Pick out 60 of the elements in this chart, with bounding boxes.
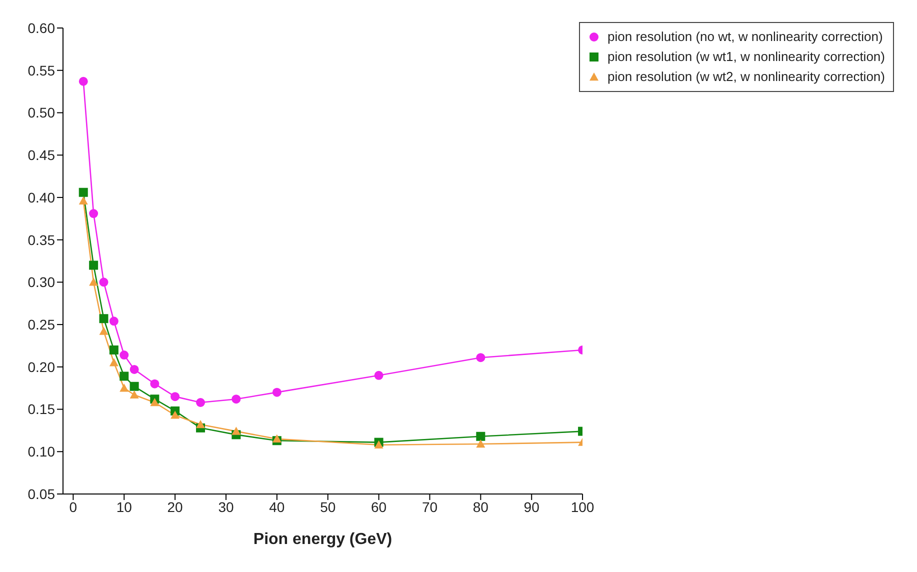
point [150,398,160,406]
point [476,440,486,448]
point [374,440,384,448]
y-tick-label: 0.35 [28,232,56,248]
y-tick-label: 0.20 [28,358,56,375]
point [89,278,98,286]
x-tick-label: 80 [472,498,489,515]
point [232,426,241,435]
y-tick-label: 0.15 [28,401,56,418]
point [78,76,88,86]
point [120,384,129,392]
y-tick-label: 0.30 [28,274,56,290]
point [170,410,180,419]
point [170,392,180,402]
legend-label: pion resolution (no wt, w nonlinearity correction) [608,28,883,46]
point [120,372,129,381]
legend-label: pion resolution (w wt2, w nonlinearity correction) [608,68,885,86]
point [374,370,384,380]
point [232,394,241,404]
y-tick-label: 0.60 [28,20,56,36]
x-tick-label: 10 [116,498,132,515]
point [89,260,98,270]
point [130,382,139,391]
point [109,316,118,326]
x-tick-label: 70 [422,498,438,515]
x-tick-label: 40 [269,498,285,515]
point [99,278,108,287]
legend-label: pion resolution (w wt1, w nonlinearity correction) [608,48,885,66]
x-tick-label: 30 [218,498,234,515]
point [78,188,88,197]
point [196,420,206,428]
point [272,434,282,443]
y-tick-label: 0.40 [28,189,56,206]
point [196,398,206,407]
point [109,358,118,366]
y-tick-label: 0.25 [28,316,56,333]
point [150,379,160,388]
y-tick-label: 0.50 [28,104,56,121]
x-tick-label: 20 [167,498,184,515]
x-tick-label: 0 [69,498,78,515]
x-tick-label: 90 [524,498,540,515]
point [272,388,282,397]
point [99,326,108,335]
point [476,432,486,441]
y-tick-label: 0.05 [28,486,56,502]
point [130,364,139,374]
point [99,314,108,324]
x-axis-title: Pion energy (GeV) [253,531,392,548]
x-tick-label: 60 [371,498,387,515]
point [109,345,118,354]
point [78,196,88,204]
y-tick-label: 0.45 [28,147,56,164]
y-tick-label: 0.10 [28,444,56,460]
point [130,390,139,398]
x-tick-label: 50 [320,498,336,515]
point [120,350,129,360]
y-tick-label: 0.55 [28,62,56,78]
point [89,209,98,218]
point [476,353,486,362]
x-tick-label: 100 [570,498,594,515]
